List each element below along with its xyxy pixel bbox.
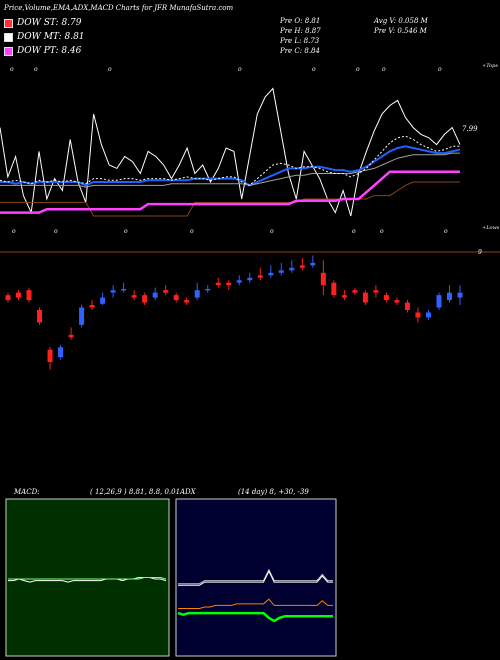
- candle-body-14: [152, 292, 158, 298]
- stat-avg-volume: Avg V: 0.058 M: [374, 17, 428, 25]
- legend-swatch-dow-pt: [4, 46, 13, 56]
- candle-body-7: [79, 307, 85, 325]
- candle-body-4: [47, 349, 53, 363]
- legend-label-dow-st: DOW ST: 8.79: [17, 18, 82, 28]
- low-tick-1: o: [54, 228, 58, 235]
- low-tick-5: o: [352, 228, 356, 235]
- candle-body-29: [310, 262, 316, 266]
- candle-body-10: [110, 290, 116, 293]
- low-tick-2: o: [124, 228, 128, 235]
- adx-series-adx_green: [177, 611, 333, 623]
- candle-body-35: [373, 290, 379, 293]
- candle-body-40: [425, 312, 431, 318]
- stat-prev-volume: Pre V: 0.546 M: [374, 27, 427, 35]
- candle-body-28: [299, 265, 305, 268]
- legend-swatch-dow-st: [4, 18, 13, 28]
- series-ema_blue: [0, 145, 461, 187]
- candle-body-3: [37, 310, 43, 323]
- candle-body-21: [226, 282, 232, 286]
- candle-body-33: [352, 290, 358, 293]
- candle-body-18: [194, 290, 200, 298]
- low-tick-0: o: [12, 228, 16, 235]
- stat-prev-high: Pre H: 8.87: [280, 27, 321, 35]
- stat-prev-close: Pre C: 8.84: [280, 47, 320, 55]
- legend-dow-pt: DOW PT: 8.46: [4, 45, 81, 57]
- chart-title: Price,Volume,EMA,ADX,MACD Charts for JFR…: [4, 4, 234, 12]
- legend-label-dow-mt: DOW MT: 8.81: [17, 32, 85, 42]
- candle-body-34: [362, 292, 368, 303]
- low-tick-7: o: [444, 228, 448, 235]
- candle-body-41: [436, 295, 442, 308]
- candle-body-5: [58, 347, 64, 358]
- low-tick-4: o: [270, 228, 274, 235]
- candle-body-6: [68, 334, 74, 338]
- candle-body-13: [142, 295, 148, 303]
- adx-series-plus_di: [178, 570, 333, 586]
- top-tick-6: o: [382, 66, 386, 73]
- candle-body-23: [247, 277, 253, 281]
- candle-body-20: [215, 282, 221, 286]
- macd-series-signal: [8, 577, 167, 580]
- candle-body-19: [205, 288, 211, 291]
- series-price_line: [0, 87, 461, 217]
- candle-body-27: [289, 267, 295, 271]
- candle-body-16: [173, 295, 179, 301]
- candle-body-39: [415, 312, 421, 318]
- candle-body-26: [278, 270, 284, 273]
- candle-body-8: [89, 305, 95, 308]
- legend-dow-st: DOW ST: 8.79: [4, 17, 82, 29]
- legend-dow-mt: DOW MT: 8.81: [4, 31, 85, 43]
- low-tick-6: o: [380, 228, 384, 235]
- candle-body-38: [404, 302, 410, 310]
- candle-body-36: [383, 295, 389, 301]
- macd-series-macd: [8, 577, 167, 583]
- top-tick-1: o: [34, 66, 38, 73]
- candle-body-9: [100, 297, 106, 304]
- series-ema_brown: [0, 181, 460, 217]
- candle-body-1: [16, 292, 22, 298]
- macd-title: MACD:: [14, 488, 40, 496]
- series-dow_pt_magenta: [0, 170, 460, 214]
- top-tick-4: o: [312, 66, 316, 73]
- candle-body-32: [341, 295, 347, 298]
- series-ema_grey: [0, 152, 460, 188]
- low-tick-3: o: [190, 228, 194, 235]
- stat-prev-open: Pre O: 8.81: [280, 17, 321, 25]
- legend-label-dow-pt: DOW PT: 8.46: [17, 46, 82, 56]
- candle-body-31: [331, 282, 337, 296]
- candle-body-2: [26, 290, 32, 301]
- candle-body-15: [163, 290, 169, 293]
- price-axis-label: 7.99: [462, 125, 478, 133]
- candle-body-24: [257, 275, 263, 278]
- adx-panel-bg: [175, 498, 337, 657]
- candle-body-37: [394, 300, 400, 303]
- candle-body-12: [131, 295, 137, 298]
- adx-params: (14 day) 8, +30, -39: [238, 488, 309, 496]
- stat-prev-low: Pre L: 8.73: [280, 37, 320, 45]
- candle-body-42: [446, 292, 452, 301]
- candle-body-0: [5, 295, 11, 301]
- side-label-tops: +Tops: [482, 63, 498, 69]
- candle-body-17: [184, 300, 190, 303]
- candle-body-22: [236, 280, 242, 283]
- top-tick-3: o: [238, 66, 242, 73]
- legend-swatch-dow-mt: [4, 32, 13, 42]
- adx-series-minus_di: [178, 598, 333, 609]
- top-tick-5: o: [356, 66, 360, 73]
- candle-body-25: [268, 272, 274, 276]
- top-tick-7: o: [438, 66, 442, 73]
- adx-series-adx: [178, 568, 333, 585]
- series-ema_white_dotted: [0, 135, 460, 186]
- side-label-lows: +Lows: [482, 225, 500, 231]
- macd-params: ( 12,26,9 ) 8.81, 8.8, 0.01: [90, 488, 181, 496]
- candle-body-11: [121, 288, 127, 291]
- right-mark: 9: [478, 249, 482, 256]
- candle-body-43: [457, 292, 463, 298]
- top-tick-0: o: [10, 66, 14, 73]
- top-tick-2: o: [108, 66, 112, 73]
- candle-body-30: [320, 272, 326, 286]
- adx-title: ADX: [180, 488, 196, 496]
